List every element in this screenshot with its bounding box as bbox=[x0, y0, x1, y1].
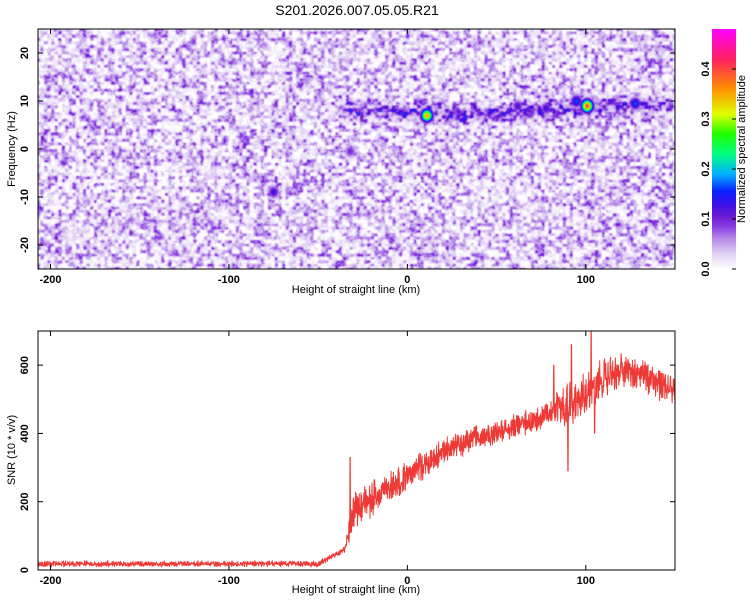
colorbar-tick-label: 0.4 bbox=[700, 60, 712, 76]
colorbar-axis: 0.0 0.1 0.2 0.3 0.4 bbox=[700, 60, 736, 277]
colorbar-label: Normalized spectral amplitude bbox=[736, 75, 748, 223]
snr-y-label: SNR (10 * v/v) bbox=[6, 415, 18, 485]
spectrogram-x-axis: -200 -100 0 100 bbox=[39, 29, 595, 286]
spectrogram-y-label: Frequency (Hz) bbox=[6, 111, 18, 187]
spectrogram-x-tick-label: 0 bbox=[404, 274, 410, 286]
snr-frame bbox=[37, 330, 676, 571]
snr-series-line bbox=[38, 331, 675, 568]
spectrogram-y-tick-label: -10 bbox=[19, 189, 31, 205]
snr-x-axis: -200 -100 0 100 bbox=[39, 331, 595, 587]
snr-background bbox=[38, 331, 675, 570]
colorbar-tick-label: 0.1 bbox=[700, 211, 712, 226]
snr-y-tick-label: 400 bbox=[19, 424, 31, 442]
snr-panel: -200 -100 0 100 0 200 400 600 Height of straig… bbox=[6, 330, 676, 596]
snr-x-tick-label: -100 bbox=[218, 575, 240, 587]
colorbar: 0.0 0.1 0.2 0.3 0.4 Normalized spectral ampl… bbox=[700, 29, 748, 277]
spectrogram-y-axis: -20 -10 0 10 20 bbox=[19, 47, 675, 253]
snr-x-label: Height of straight line (km) bbox=[292, 584, 420, 596]
chart-title: S201.2026.007.05.05.R21 bbox=[275, 2, 439, 18]
snr-y-tick-label: 600 bbox=[19, 356, 31, 374]
spectrogram-y-tick-label: 10 bbox=[19, 95, 31, 107]
spectrogram-y-tick-label: 0 bbox=[19, 146, 31, 152]
spectrogram-x-tick-label: 100 bbox=[577, 274, 595, 286]
snr-y-axis: 0 200 400 600 bbox=[19, 356, 675, 573]
colorbar-tick-label: 0.0 bbox=[700, 261, 712, 276]
colorbar-gradient bbox=[712, 29, 736, 269]
snr-x-tick-label: 0 bbox=[404, 575, 410, 587]
spectrogram-y-tick-label: -20 bbox=[19, 237, 31, 253]
spectrogram-y-tick-label: 20 bbox=[19, 47, 31, 59]
colorbar-tick-label: 0.2 bbox=[700, 161, 712, 176]
spectrogram-heatmap bbox=[38, 29, 675, 269]
spectrogram-x-tick-label: -100 bbox=[218, 274, 240, 286]
spectrogram-x-label: Height of straight line (km) bbox=[292, 284, 420, 296]
snr-y-tick-label: 0 bbox=[19, 567, 31, 573]
snr-x-tick-label: -200 bbox=[39, 575, 61, 587]
colorbar-tick-label: 0.3 bbox=[700, 111, 712, 126]
snr-y-tick-label: 200 bbox=[19, 493, 31, 511]
snr-x-tick-label: 100 bbox=[577, 575, 595, 587]
spectrogram-x-tick-label: -200 bbox=[39, 274, 61, 286]
